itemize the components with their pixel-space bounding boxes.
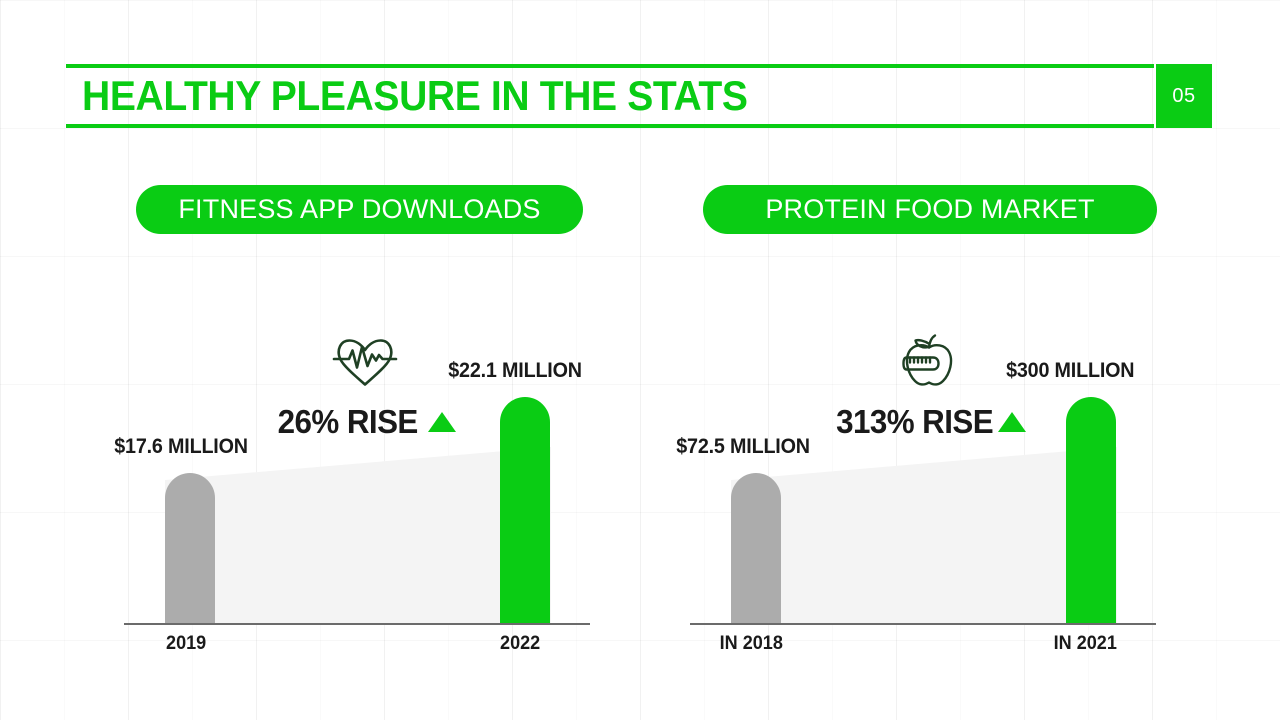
rise-indicator-fitness: 26% RISE [274,403,456,441]
chart-protein: $72.5 MILLION $300 MILLION IN 2018 IN 20… [676,267,1160,687]
axis-label-start-fitness: 2019 [166,633,207,654]
panel-title-protein: PROTEIN FOOD MARKET [703,185,1157,234]
bar-start-protein [731,473,781,624]
apple-measuring-tape-icon [898,333,960,389]
bar-value-end-fitness: $22.1 MILLION [448,359,582,382]
center-stat-fitness: 26% RISE [124,333,594,441]
panel-title-fitness: FITNESS APP DOWNLOADS [136,185,583,234]
rising-wedge-shape [731,447,1117,624]
chart-baseline-fitness [124,623,590,625]
rising-wedge-shape [165,447,551,624]
chart-baseline-protein [690,623,1156,625]
bar-end-protein [1066,397,1116,624]
header-rule-bottom [66,124,1154,128]
bar-value-start-fitness: $17.6 MILLION [114,435,248,458]
bar-end-fitness [500,397,550,624]
bar-start-fitness [165,473,215,624]
rise-label-protein: 313% RISE [836,403,995,440]
slide-header: HEALTHY PLEASURE IN THE STATS 05 [66,64,1212,128]
page-title: HEALTHY PLEASURE IN THE STATS [82,72,748,119]
rise-indicator-protein: 313% RISE [832,403,1026,441]
stat-panel-protein: PROTEIN FOOD MARKET $72.5 MILLION $300 M… [676,185,1160,687]
chart-fitness: $17.6 MILLION $22.1 MILLION 2019 2022 [114,267,594,687]
axis-label-end-fitness: 2022 [500,633,541,654]
axis-label-end-protein: IN 2021 [1053,633,1117,654]
page-number-badge: 05 [1156,64,1212,128]
bar-value-start-protein: $72.5 MILLION [676,435,810,458]
center-stat-protein: 313% RISE [690,333,1160,441]
arrow-up-icon [427,412,456,432]
rise-label-fitness: 26% RISE [277,403,419,440]
heartbeat-icon [332,333,398,389]
header-rule-top [66,64,1154,68]
bar-value-end-protein: $300 MILLION [1006,359,1135,382]
arrow-up-icon [997,412,1026,432]
stat-panel-fitness: FITNESS APP DOWNLOADS $17.6 MILLION $22.… [114,185,594,687]
axis-label-start-protein: IN 2018 [719,633,783,654]
